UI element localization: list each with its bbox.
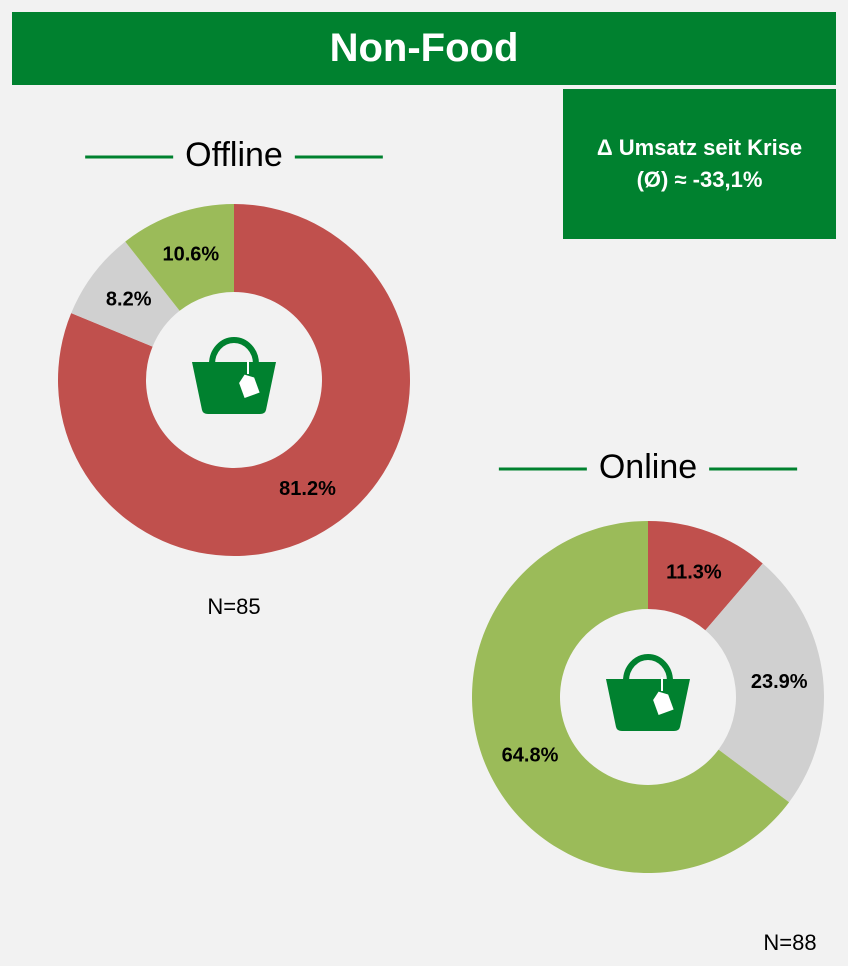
- bag-icon: [192, 337, 276, 414]
- data-label: 11.3%: [666, 562, 722, 584]
- bag-tag: [239, 374, 260, 399]
- bag-handle: [209, 337, 259, 365]
- donut-segment: [57, 204, 410, 556]
- donut-segment: [472, 521, 790, 873]
- data-label: 8.2%: [106, 289, 152, 311]
- bag-tag: [653, 691, 674, 716]
- sample-size: N=88: [763, 930, 816, 955]
- chart-title: Offline: [185, 136, 283, 174]
- bag-icon: [606, 654, 690, 731]
- chart-title: Online: [599, 448, 697, 486]
- sample-size: N=85: [207, 594, 260, 619]
- annotation: Δ Umsatz seit Krise (Ø) ≈ -33,1%: [563, 89, 836, 239]
- data-label: 64.8%: [502, 744, 559, 766]
- donut-segment: [71, 241, 180, 347]
- bag-handle: [623, 654, 673, 682]
- bag-body: [606, 679, 690, 731]
- header-title: Non-Food: [12, 12, 836, 85]
- data-label: 10.6%: [162, 244, 219, 266]
- donut-segment: [125, 204, 234, 311]
- donut-segment: [648, 521, 763, 631]
- data-label: 81.2%: [279, 478, 336, 500]
- bag-body: [192, 362, 276, 414]
- data-label: 23.9%: [751, 671, 808, 693]
- donut-segment: [705, 563, 824, 803]
